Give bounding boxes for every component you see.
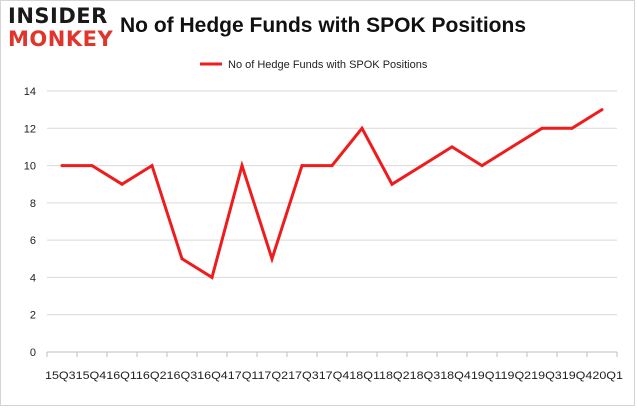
data-point bbox=[90, 164, 94, 168]
data-point bbox=[540, 126, 544, 130]
y-tick-label: 10 bbox=[24, 161, 36, 173]
data-point bbox=[270, 257, 274, 261]
y-tick-label: 12 bbox=[24, 123, 36, 135]
data-point bbox=[420, 164, 424, 168]
legend-label: No of Hedge Funds with SPOK Positions bbox=[228, 59, 428, 71]
x-tick-labels: 15Q315Q416Q116Q216Q316Q417Q117Q217Q317Q4… bbox=[45, 370, 623, 382]
y-tick-label: 14 bbox=[24, 86, 36, 98]
logo-line-1: INSIDER bbox=[8, 4, 108, 28]
data-point bbox=[210, 275, 214, 279]
insider-monkey-logo: INSIDER MONKEY bbox=[8, 6, 116, 52]
y-tick-label: 4 bbox=[30, 272, 36, 284]
axes bbox=[46, 351, 618, 357]
data-point bbox=[600, 108, 604, 112]
grid-lines bbox=[47, 90, 617, 316]
y-tick-label: 8 bbox=[30, 198, 36, 210]
data-point bbox=[480, 164, 484, 168]
data-point bbox=[450, 145, 454, 149]
logo-line-2: MONKEY bbox=[8, 27, 114, 51]
data-point bbox=[300, 164, 304, 168]
y-tick-label: 6 bbox=[30, 235, 36, 247]
chart-title: No of Hedge Funds with SPOK Positions bbox=[120, 14, 527, 37]
legend: No of Hedge Funds with SPOK Positions bbox=[200, 59, 428, 71]
series-layer bbox=[60, 108, 604, 280]
series-line bbox=[62, 108, 603, 280]
data-point bbox=[180, 257, 184, 261]
data-point bbox=[330, 164, 334, 168]
data-point bbox=[510, 145, 514, 149]
data-point bbox=[60, 164, 64, 168]
data-point bbox=[390, 182, 394, 186]
data-point bbox=[150, 164, 154, 168]
y-tick-label: 0 bbox=[30, 347, 36, 359]
data-point bbox=[360, 126, 364, 130]
data-point bbox=[240, 164, 244, 168]
y-tick-label: 2 bbox=[30, 310, 36, 322]
data-point bbox=[120, 182, 124, 186]
data-point bbox=[570, 126, 574, 130]
y-tick-labels: 0 2 4 6 8 10 12 14 bbox=[24, 86, 36, 359]
